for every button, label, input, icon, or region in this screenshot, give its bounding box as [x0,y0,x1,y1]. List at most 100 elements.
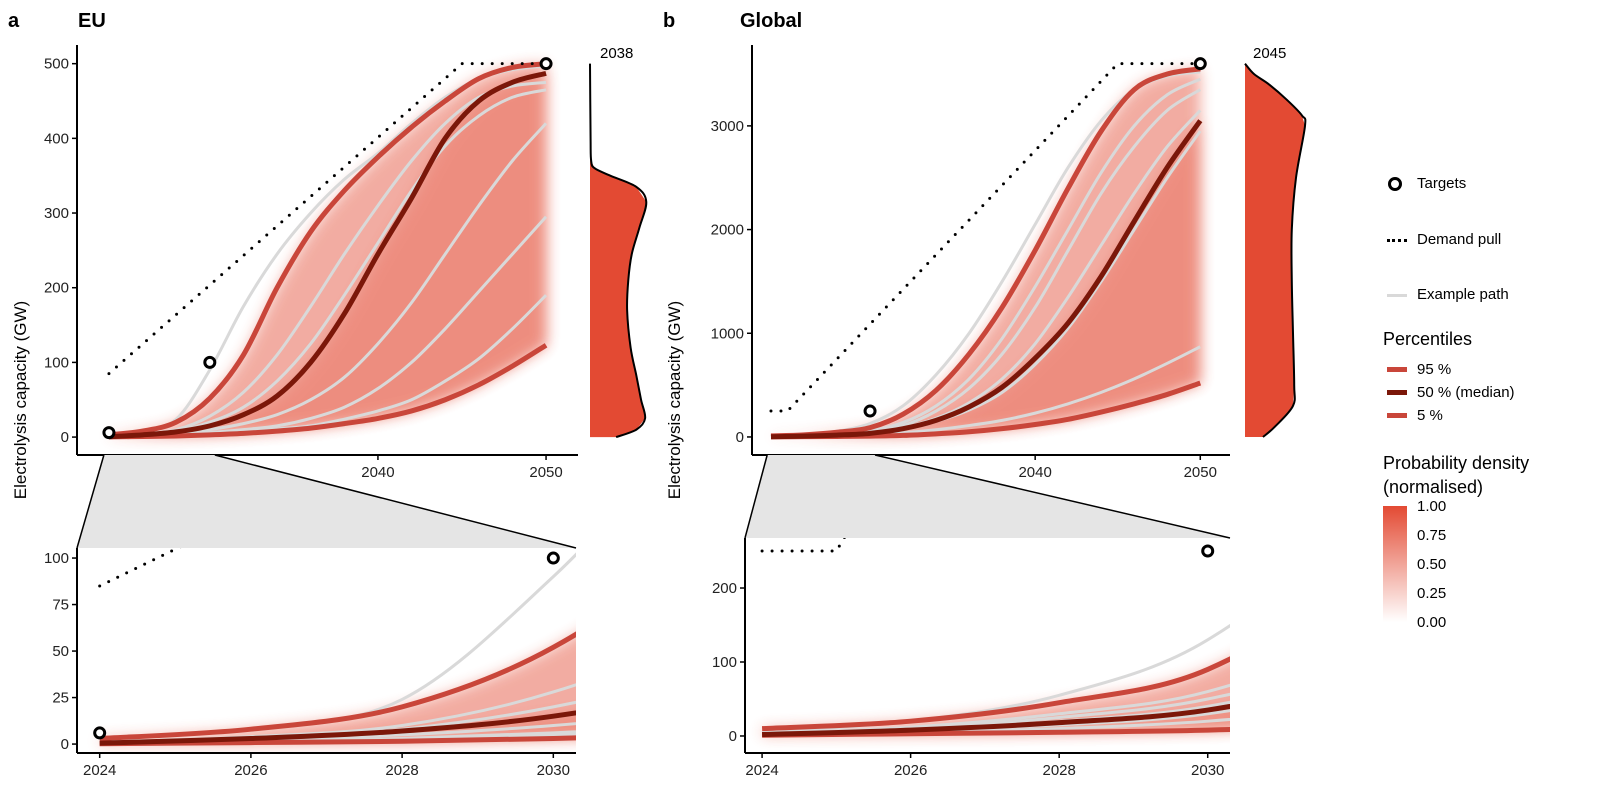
x-tick-label: 2024 [745,762,778,779]
example-path-line [762,709,1230,737]
y-tick-label: 0 [729,728,737,745]
x-tick-label: 2026 [234,762,267,779]
legend-p5-label: 5 % [1417,407,1443,424]
x-tick-label: 2050 [529,464,562,481]
demand-pull-line [107,62,548,376]
target-circle-icon [1388,177,1402,191]
percentile-95-line [99,631,576,741]
percentile-95-line [770,66,1201,439]
x-tick-label: 2026 [894,762,927,779]
legend-density-title-2: (normalised) [1383,477,1484,497]
colorbar-tick: 0.75 [1417,527,1447,544]
plot-area-EU-inset [98,548,576,747]
example-path-line [99,732,576,746]
target-marker [102,426,116,440]
y-tick-label: 200 [44,280,69,297]
y-tick-label: 100 [44,550,69,567]
zoom-connector-right [214,454,577,549]
density-year-a: 2038 [600,45,633,62]
percentile-95-line [761,656,1230,732]
colorbar-tick: 1.00 [1417,498,1447,515]
x-tick-label: 2050 [1184,464,1217,481]
panel-a-title: EU [78,10,106,32]
marginal-density-fill [1245,63,1305,437]
panel-a-letter: a [8,10,20,32]
marginal-density-fill [590,63,647,438]
example-path-line [761,623,1230,734]
y-tick-label: 1000 [711,325,744,342]
p5-swatch-icon [1387,413,1407,418]
percentile-50-median-line [99,710,576,746]
example-path-line [99,722,576,745]
y-tick-label: 50 [52,643,69,660]
target-marker [1201,544,1215,558]
legend-density-title-1: Probability density [1383,453,1530,473]
legend-demand-pull-label: Demand pull [1417,231,1502,248]
dotted-line-icon [1387,239,1407,242]
zoom-connector-band [77,455,576,548]
percentile-50-median-line [762,703,1230,738]
zoom-connector-left [744,454,768,539]
y-tick-label: 300 [44,205,69,222]
y-axis-label-a: Electrolysis capacity (GW) [11,301,30,499]
colorbar-tick: 0.25 [1417,585,1447,602]
legend-percentiles-title: Percentiles [1383,329,1473,349]
legend-targets-label: Targets [1417,175,1467,192]
x-tick-label: 2040 [1018,464,1051,481]
p95-swatch-icon [1387,367,1407,372]
example-path-line [762,717,1230,737]
density-heatmap-core [108,73,547,437]
y-tick-label: 3000 [711,118,744,135]
percentile-5-line [108,343,548,440]
density-colorbar [1383,506,1407,622]
target-marker [93,726,107,740]
density-year-b: 2045 [1253,45,1286,62]
y-tick-label: 2000 [711,222,744,239]
example-path-line [762,700,1230,737]
y-tick-label: 100 [44,354,69,371]
gray-line-icon [1387,294,1407,297]
x-tick-label: 2024 [83,762,116,779]
target-marker [539,57,553,71]
x-tick-label: 2030 [1191,762,1224,779]
zoom-connector-left [76,454,105,549]
x-tick-label: 2040 [361,464,394,481]
colorbar-tick: 0.00 [1417,614,1447,631]
y-tick-label: 0 [61,736,69,753]
percentile-95-line [108,61,547,438]
percentile-5-line [99,735,576,747]
x-tick-label: 2028 [1042,762,1075,779]
y-tick-label: 75 [52,597,69,614]
legend-p95-label: 95 % [1417,361,1452,378]
percentile-50-median-line [770,119,1203,440]
panel-b-letter: b [663,10,675,32]
plot-area-Global-inset [760,538,1230,738]
legend-p50-label: 50 % (median) [1417,384,1515,401]
target-marker [546,551,560,565]
example-path-line [99,552,576,740]
percentile-50-median-line [108,70,547,440]
percentile-5-line [762,727,1230,738]
marginal-density-outline [1244,63,1307,438]
zoom-connector-right [874,454,1231,539]
y-tick-label: 400 [44,130,69,147]
density-heatmap-core [770,120,1201,437]
colorbar-tick: 0.50 [1417,556,1447,573]
density-heatmap-core [762,706,1230,736]
y-tick-label: 200 [712,580,737,597]
marginal-density-outline [589,63,648,439]
zoom-connector-band [745,455,1230,538]
y-axis-label-b: Electrolysis capacity (GW) [665,301,684,499]
example-path-line [99,730,576,746]
target-marker [1193,57,1207,71]
panel-b-title: Global [740,10,802,32]
y-tick-label: 500 [44,56,69,73]
plot-area-Global-main [769,62,1203,440]
legend-example-path-label: Example path [1417,286,1509,303]
y-tick-label: 100 [712,654,737,671]
y-tick-label: 0 [61,429,69,446]
example-path-line [99,683,576,744]
y-tick-label: 25 [52,690,69,707]
plot-area-EU-main [107,61,548,440]
